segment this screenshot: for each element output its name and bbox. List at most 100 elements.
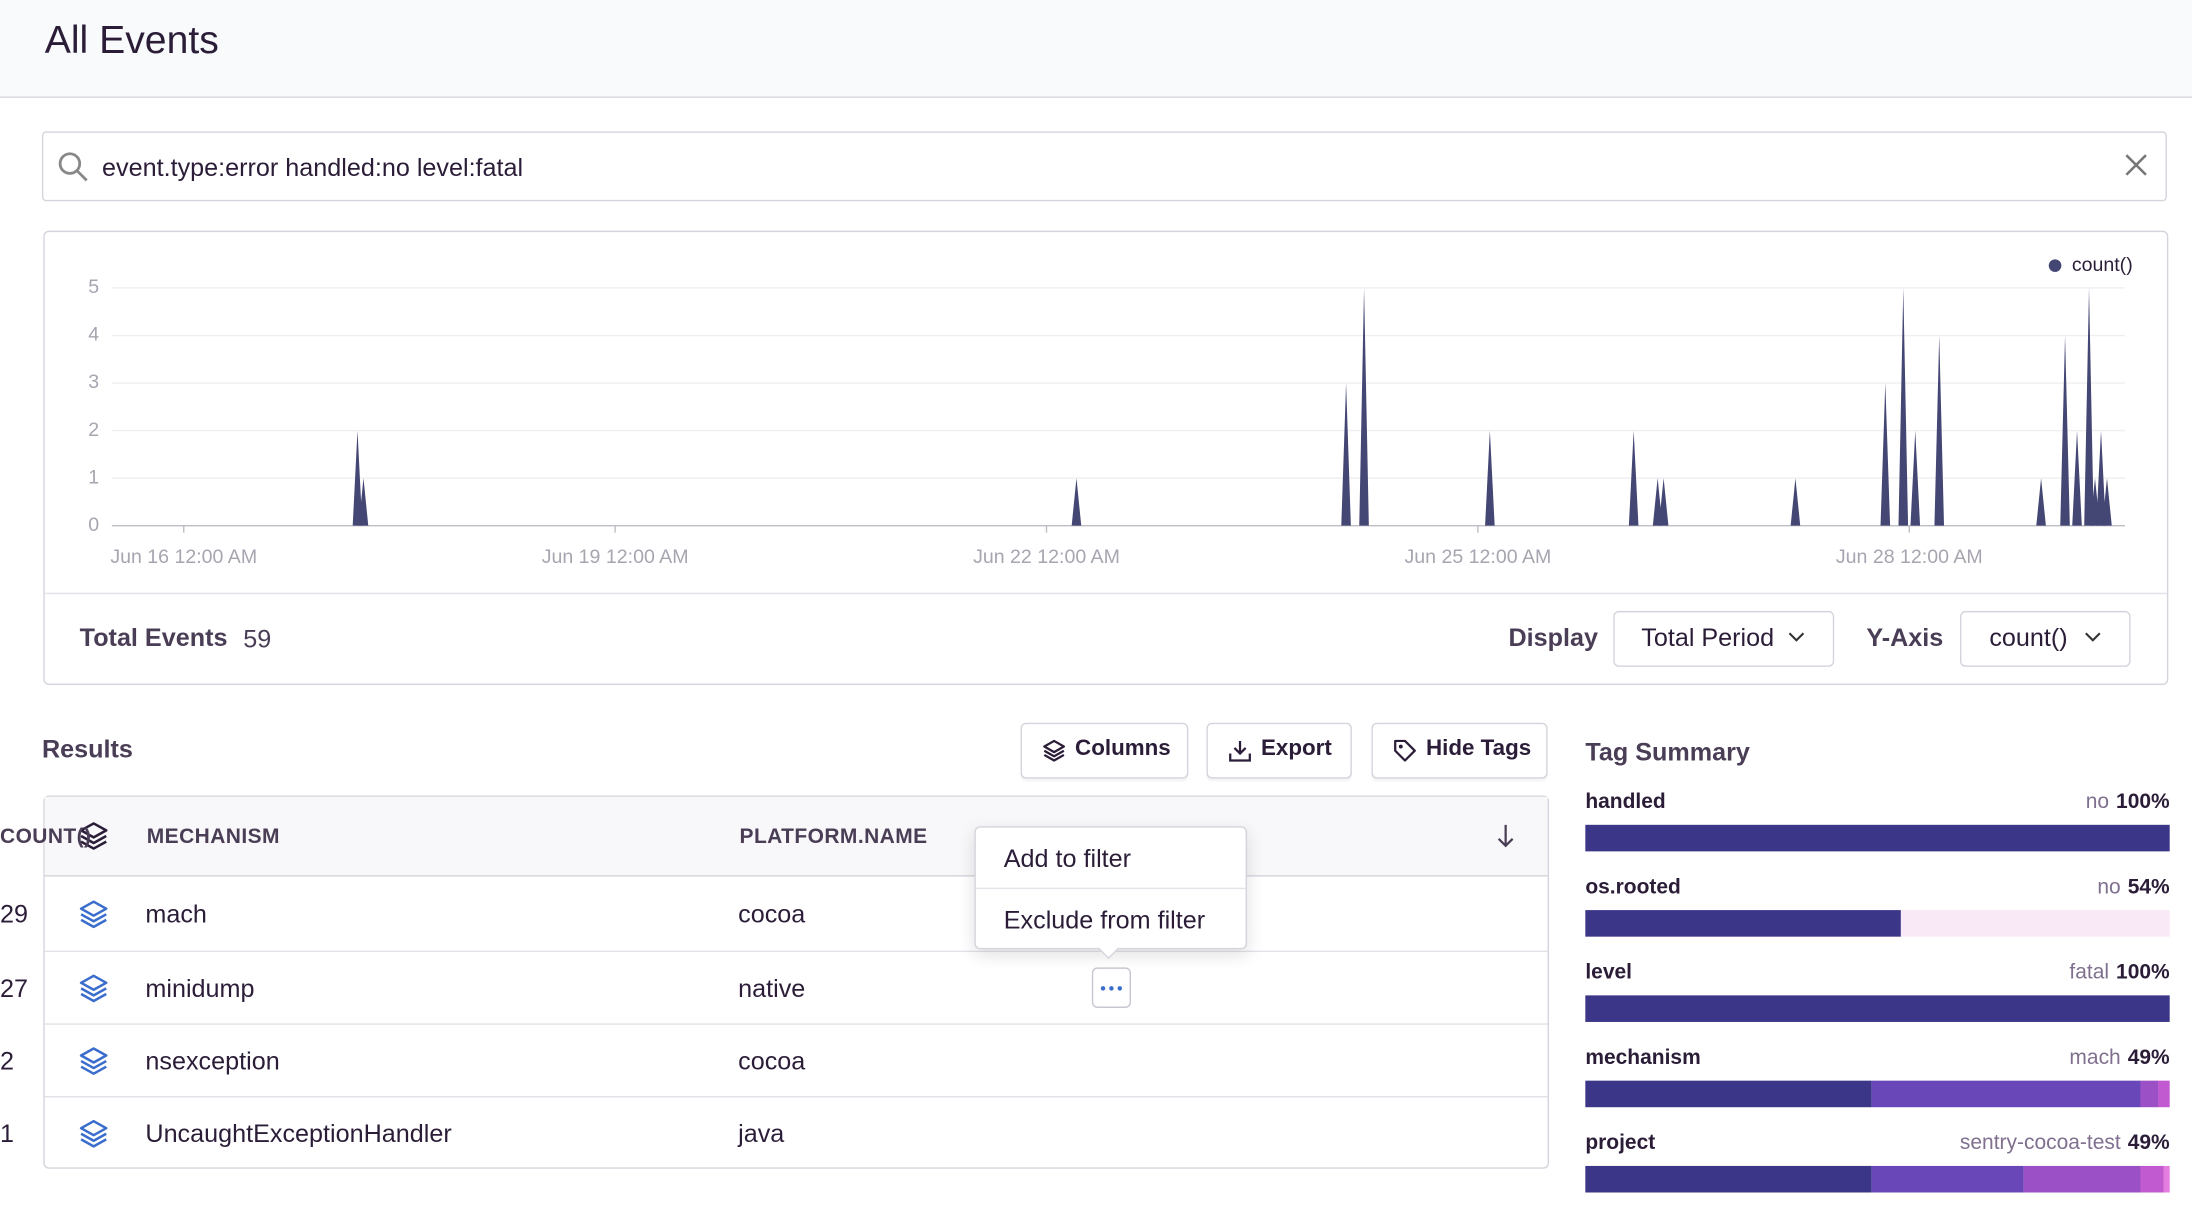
icon	[1043, 739, 1065, 762]
cell-actions[interactable]	[1091, 967, 1131, 1008]
icon	[1229, 740, 1251, 762]
column-header[interactable]: PLATFORM.NAME	[739, 824, 928, 849]
area-spike	[1658, 478, 1669, 526]
cell[interactable]: java	[738, 1119, 785, 1148]
cell[interactable]: 27	[0, 974, 29, 1003]
area-spike	[2096, 430, 2106, 526]
column-header[interactable]: COUNT()	[0, 824, 92, 849]
search-query[interactable]: event.type:error handled:no level:fatal	[102, 153, 524, 182]
tag-top-value: no	[2097, 875, 2121, 899]
tag-summary-title: Tag Summary	[1585, 738, 1750, 767]
chevron	[2085, 632, 2101, 642]
cell[interactable]: nsexception	[145, 1047, 280, 1076]
cell[interactable]: 29	[0, 900, 29, 929]
button-label[interactable]: Hide Tags	[1425, 736, 1532, 761]
y-tick-label: 2	[88, 419, 99, 441]
tag-top: sentry-cocoa-test 49%	[1960, 1132, 2170, 1153]
menu-item[interactable]: Add to filter	[1003, 844, 1132, 873]
area-spike	[1341, 383, 1351, 526]
search-bar[interactable]	[41, 131, 2167, 202]
x-tick-label: Jun 22 12:00 AM	[973, 546, 1120, 568]
display-value[interactable]: Total Period	[1641, 623, 1775, 652]
yaxis-dropdown[interactable]	[1959, 610, 2131, 667]
tag-name[interactable]: mechanism	[1585, 1045, 1701, 1070]
cell[interactable]: 1	[0, 1119, 15, 1148]
cell[interactable]: cocoa	[738, 900, 806, 929]
button-label[interactable]: Export	[1260, 736, 1332, 761]
cell[interactable]: minidump	[145, 974, 255, 1003]
area-spike	[1880, 383, 1891, 526]
sort-arrow	[1496, 823, 1516, 848]
icon	[79, 974, 108, 1003]
area-spike	[1485, 430, 1495, 526]
yaxis-value[interactable]: count()	[1989, 623, 2068, 652]
area-spike	[352, 430, 363, 526]
y-tick-label: 1	[88, 466, 99, 488]
tag-segment	[2140, 1165, 2164, 1193]
area-spike	[2072, 430, 2082, 526]
button-label[interactable]: Columns	[1075, 736, 1171, 761]
tag-top-value: no	[2085, 789, 2110, 814]
tag-top-value: mach	[2069, 1045, 2121, 1070]
tag-name[interactable]: project	[1585, 1130, 1656, 1155]
x-tick-label: Jun 25 12:00 AM	[1404, 546, 1551, 568]
tag-segment	[2163, 1165, 2170, 1193]
row-icon	[78, 1046, 109, 1077]
area-spike	[1910, 430, 1921, 526]
tag-segment	[1585, 1080, 1872, 1108]
area-spike	[1898, 287, 1909, 526]
tag-segment	[1585, 910, 1901, 937]
button-icon	[1227, 738, 1252, 763]
cell[interactable]: UncaughtExceptionHandler	[145, 1119, 452, 1148]
area-spike	[1359, 287, 1369, 526]
tag-name[interactable]: level	[1585, 960, 1632, 985]
icon	[1394, 739, 1416, 762]
header	[0, 0, 2192, 98]
row-icon	[78, 1118, 109, 1149]
header-icon	[78, 821, 109, 852]
chevron	[1788, 632, 1805, 642]
button-icon	[1392, 738, 1417, 763]
cell[interactable]: 2	[0, 1047, 15, 1076]
tag-segment	[1900, 910, 2170, 937]
tag-name[interactable]: os.rooted	[1585, 875, 1681, 899]
search-icon	[58, 152, 88, 182]
tag-top: no 54%	[2097, 877, 2169, 898]
button[interactable]	[1206, 722, 1352, 779]
row-divider	[44, 950, 1548, 953]
tag-bar	[1585, 910, 2170, 937]
clear-search[interactable]	[2124, 152, 2149, 177]
tag-name[interactable]: handled	[1585, 789, 1666, 814]
page-title: All Events	[44, 18, 219, 62]
tag-top: fatal 100%	[2069, 962, 2169, 983]
legend-label: count()	[2072, 254, 2133, 276]
tag-bar	[1585, 995, 2170, 1022]
y-tick-label: 0	[88, 514, 99, 536]
cell[interactable]: mach	[145, 900, 207, 929]
row-divider	[44, 1023, 1548, 1025]
icon	[79, 900, 108, 929]
tag-segment	[2158, 1080, 2170, 1108]
tag-top-value: sentry-cocoa-test	[1959, 1130, 2121, 1155]
cell[interactable]: cocoa	[738, 1047, 806, 1076]
yaxis-label: Y-Axis	[1866, 623, 1944, 652]
tag-percent: 100%	[2116, 960, 2170, 985]
tag-segment	[1585, 1165, 1872, 1193]
tag-bar	[1585, 1080, 2170, 1108]
icon	[79, 1047, 108, 1075]
tag-bar	[1585, 824, 2170, 852]
table-header	[44, 796, 1548, 877]
row-icon	[78, 899, 109, 930]
tag-segment	[1585, 995, 2170, 1022]
cell[interactable]: native	[738, 974, 806, 1003]
column-header[interactable]: MECHANISM	[146, 824, 280, 849]
menu-item[interactable]: Exclude from filter	[1003, 905, 1206, 934]
tag-percent: 54%	[2127, 875, 2170, 899]
button[interactable]	[1020, 722, 1189, 779]
button[interactable]	[1371, 722, 1548, 779]
total-value: 59	[243, 624, 272, 653]
tag-top: no 100%	[2086, 791, 2170, 812]
